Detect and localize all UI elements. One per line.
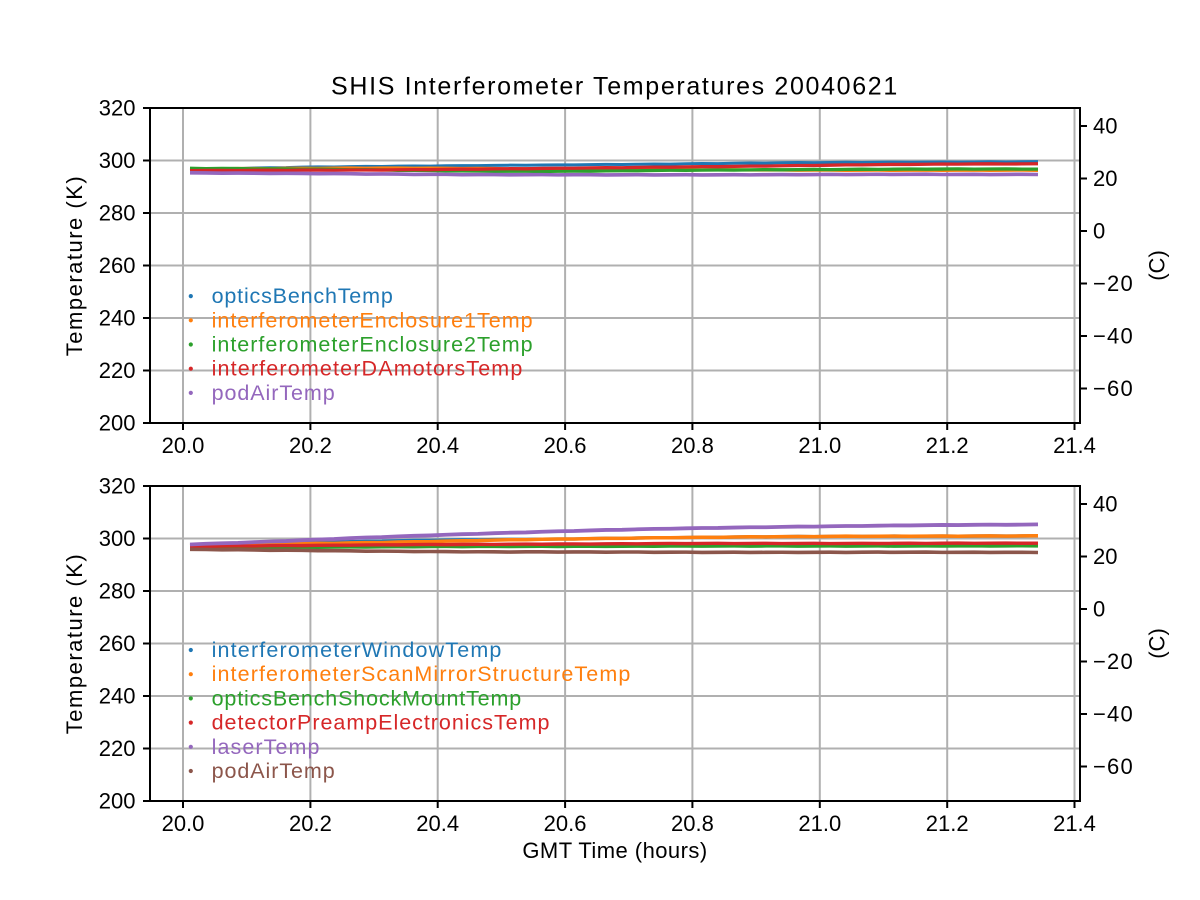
svg-text:20.6: 20.6 xyxy=(544,433,587,458)
svg-text:20.8: 20.8 xyxy=(671,811,714,836)
svg-text:interferometerScanMirrorStruct: interferometerScanMirrorStructureTemp xyxy=(212,662,632,686)
svg-text:40: 40 xyxy=(1093,114,1117,139)
svg-text:21.4: 21.4 xyxy=(1053,811,1096,836)
svg-text:320: 320 xyxy=(99,474,136,499)
svg-text:220: 220 xyxy=(99,736,136,761)
svg-text:21.2: 21.2 xyxy=(926,433,969,458)
svg-text:20.6: 20.6 xyxy=(544,811,587,836)
svg-text:20.4: 20.4 xyxy=(416,811,459,836)
svg-text:21.0: 21.0 xyxy=(798,433,841,458)
svg-text:(C): (C) xyxy=(1145,628,1170,659)
svg-text:220: 220 xyxy=(99,358,136,383)
svg-text:opticsBenchShockMountTemp: opticsBenchShockMountTemp xyxy=(212,686,522,710)
svg-text:21.4: 21.4 xyxy=(1053,433,1096,458)
svg-text:Temperature (K): Temperature (K) xyxy=(62,553,87,734)
svg-text:podAirTemp: podAirTemp xyxy=(212,759,336,783)
svg-text:laserTemp: laserTemp xyxy=(212,735,321,759)
svg-text:20.0: 20.0 xyxy=(162,433,205,458)
svg-text:260: 260 xyxy=(99,631,136,656)
svg-text:300: 300 xyxy=(99,526,136,551)
svg-text:−20: −20 xyxy=(1093,271,1134,296)
svg-text:interferometerEnclosure1Temp: interferometerEnclosure1Temp xyxy=(212,308,534,332)
svg-text:SHIS Interferometer Temperatur: SHIS Interferometer Temperatures 2004062… xyxy=(331,73,899,101)
svg-text:−60: −60 xyxy=(1093,376,1134,401)
svg-text:−60: −60 xyxy=(1093,754,1134,779)
svg-text:20: 20 xyxy=(1093,166,1117,191)
svg-text:260: 260 xyxy=(99,253,136,278)
svg-text:200: 200 xyxy=(99,411,136,436)
svg-text:20.2: 20.2 xyxy=(289,811,332,836)
svg-text:(C): (C) xyxy=(1145,250,1170,281)
svg-text:280: 280 xyxy=(99,579,136,604)
svg-text:240: 240 xyxy=(99,306,136,331)
svg-text:240: 240 xyxy=(99,684,136,709)
svg-text:−40: −40 xyxy=(1093,702,1134,727)
svg-text:200: 200 xyxy=(99,789,136,814)
svg-text:Temperature (K): Temperature (K) xyxy=(62,175,87,356)
svg-text:0: 0 xyxy=(1093,597,1105,622)
svg-text:detectorPreampElectronicsTemp: detectorPreampElectronicsTemp xyxy=(212,711,551,735)
svg-text:320: 320 xyxy=(99,96,136,121)
svg-text:interferometerEnclosure2Temp: interferometerEnclosure2Temp xyxy=(212,333,534,357)
svg-text:20.0: 20.0 xyxy=(162,811,205,836)
svg-text:20: 20 xyxy=(1093,544,1117,569)
svg-text:20.4: 20.4 xyxy=(416,433,459,458)
svg-text:280: 280 xyxy=(99,201,136,226)
svg-text:−40: −40 xyxy=(1093,324,1134,349)
svg-text:0: 0 xyxy=(1093,219,1105,244)
svg-text:podAirTemp: podAirTemp xyxy=(212,381,336,405)
svg-text:GMT Time (hours): GMT Time (hours) xyxy=(522,838,707,863)
svg-text:21.2: 21.2 xyxy=(926,811,969,836)
svg-text:interferometerWindowTemp: interferometerWindowTemp xyxy=(212,638,503,662)
svg-text:40: 40 xyxy=(1093,492,1117,517)
svg-text:300: 300 xyxy=(99,148,136,173)
svg-text:opticsBenchTemp: opticsBenchTemp xyxy=(212,284,394,308)
svg-text:21.0: 21.0 xyxy=(798,811,841,836)
svg-text:interferometerDAmotorsTemp: interferometerDAmotorsTemp xyxy=(212,357,524,381)
svg-text:−20: −20 xyxy=(1093,649,1134,674)
svg-text:20.2: 20.2 xyxy=(289,433,332,458)
svg-text:20.8: 20.8 xyxy=(671,433,714,458)
